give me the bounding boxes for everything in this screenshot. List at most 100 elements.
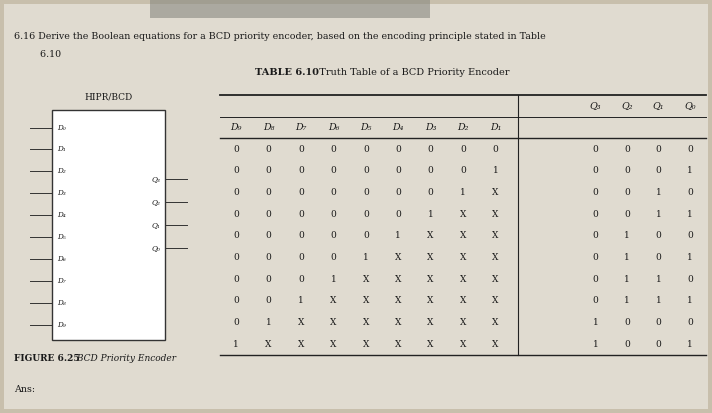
Text: 0: 0	[266, 253, 271, 262]
Text: D₆: D₆	[328, 123, 339, 132]
Text: 0: 0	[330, 188, 336, 197]
Text: 0: 0	[298, 275, 304, 284]
Text: 1: 1	[363, 253, 369, 262]
Text: 0: 0	[234, 166, 239, 176]
Text: X: X	[460, 210, 466, 218]
Text: X: X	[330, 339, 337, 349]
Text: 1: 1	[298, 297, 304, 305]
Text: Q₁: Q₁	[653, 101, 664, 110]
Text: D₃: D₃	[425, 123, 436, 132]
Text: D₉: D₉	[57, 320, 66, 329]
Text: 0: 0	[363, 166, 369, 176]
Text: 1: 1	[624, 275, 630, 284]
Text: 1: 1	[624, 297, 630, 305]
Text: D₂: D₂	[57, 167, 66, 176]
Text: X: X	[395, 318, 402, 327]
Text: 0: 0	[234, 145, 239, 154]
Text: 0: 0	[330, 145, 336, 154]
Text: Q₁: Q₁	[151, 221, 160, 229]
Text: X: X	[427, 231, 434, 240]
Text: D₅: D₅	[360, 123, 372, 132]
Text: D₂: D₂	[457, 123, 468, 132]
Text: 0: 0	[656, 145, 661, 154]
Text: X: X	[427, 297, 434, 305]
Text: 1: 1	[395, 231, 401, 240]
Text: 0: 0	[266, 188, 271, 197]
Text: 0: 0	[592, 166, 598, 176]
Text: X: X	[492, 297, 498, 305]
Text: 0: 0	[656, 231, 661, 240]
Text: Q₀: Q₀	[151, 244, 160, 252]
Bar	[150, 0, 430, 18]
Text: X: X	[460, 318, 466, 327]
Text: 0: 0	[298, 231, 304, 240]
Text: 0: 0	[624, 339, 630, 349]
Text: D₆: D₆	[57, 255, 66, 263]
Text: X: X	[395, 253, 402, 262]
Text: 0: 0	[592, 145, 598, 154]
Text: 0: 0	[330, 231, 336, 240]
Text: 1: 1	[493, 166, 498, 176]
Text: D₇: D₇	[295, 123, 307, 132]
Text: 0: 0	[266, 231, 271, 240]
Text: 1: 1	[656, 275, 661, 284]
Text: D₀: D₀	[57, 123, 66, 131]
Text: 1: 1	[330, 275, 336, 284]
Text: Q₃: Q₃	[151, 175, 160, 183]
Text: 0: 0	[234, 253, 239, 262]
Text: 1: 1	[624, 253, 630, 262]
Text: HIPR/BCD: HIPR/BCD	[85, 93, 132, 102]
Text: D₁: D₁	[490, 123, 501, 132]
Text: X: X	[298, 339, 304, 349]
Text: Ans:: Ans:	[14, 385, 35, 394]
Text: X: X	[362, 318, 369, 327]
Text: 0: 0	[330, 253, 336, 262]
Text: X: X	[492, 231, 498, 240]
Text: X: X	[460, 339, 466, 349]
Text: 0: 0	[592, 275, 598, 284]
Text: 1: 1	[592, 339, 598, 349]
Text: X: X	[362, 275, 369, 284]
Text: 1: 1	[234, 339, 239, 349]
Text: 0: 0	[266, 166, 271, 176]
Text: X: X	[492, 339, 498, 349]
Text: 1: 1	[266, 318, 271, 327]
Text: 0: 0	[624, 210, 630, 218]
Text: 0: 0	[298, 210, 304, 218]
Text: 0: 0	[592, 253, 598, 262]
Text: X: X	[266, 339, 272, 349]
Text: X: X	[460, 275, 466, 284]
Text: 0: 0	[363, 210, 369, 218]
Text: D₁: D₁	[57, 145, 66, 153]
Text: 0: 0	[592, 231, 598, 240]
Text: X: X	[427, 253, 434, 262]
Text: 0: 0	[298, 188, 304, 197]
Text: 0: 0	[592, 297, 598, 305]
Text: 0: 0	[460, 145, 466, 154]
Text: Q₂: Q₂	[622, 101, 633, 110]
Text: BCD Priority Encoder: BCD Priority Encoder	[74, 354, 176, 363]
Text: 0: 0	[330, 210, 336, 218]
Text: X: X	[492, 318, 498, 327]
Text: 0: 0	[395, 145, 401, 154]
Text: 0: 0	[266, 145, 271, 154]
Text: 0: 0	[624, 145, 630, 154]
Bar	[52, 110, 165, 340]
Text: X: X	[492, 210, 498, 218]
Text: 0: 0	[266, 275, 271, 284]
Text: 0: 0	[298, 166, 304, 176]
Text: 0: 0	[687, 145, 693, 154]
Text: 1: 1	[592, 318, 598, 327]
Text: 0: 0	[592, 210, 598, 218]
Text: D₃: D₃	[57, 189, 66, 197]
Text: D₅: D₅	[57, 233, 66, 241]
Text: 0: 0	[234, 210, 239, 218]
Text: X: X	[460, 253, 466, 262]
Text: 0: 0	[266, 297, 271, 305]
Text: X: X	[362, 297, 369, 305]
Text: 0: 0	[687, 188, 693, 197]
Text: 1: 1	[687, 210, 693, 218]
Text: 0: 0	[460, 166, 466, 176]
Text: X: X	[460, 231, 466, 240]
Text: 0: 0	[687, 275, 693, 284]
